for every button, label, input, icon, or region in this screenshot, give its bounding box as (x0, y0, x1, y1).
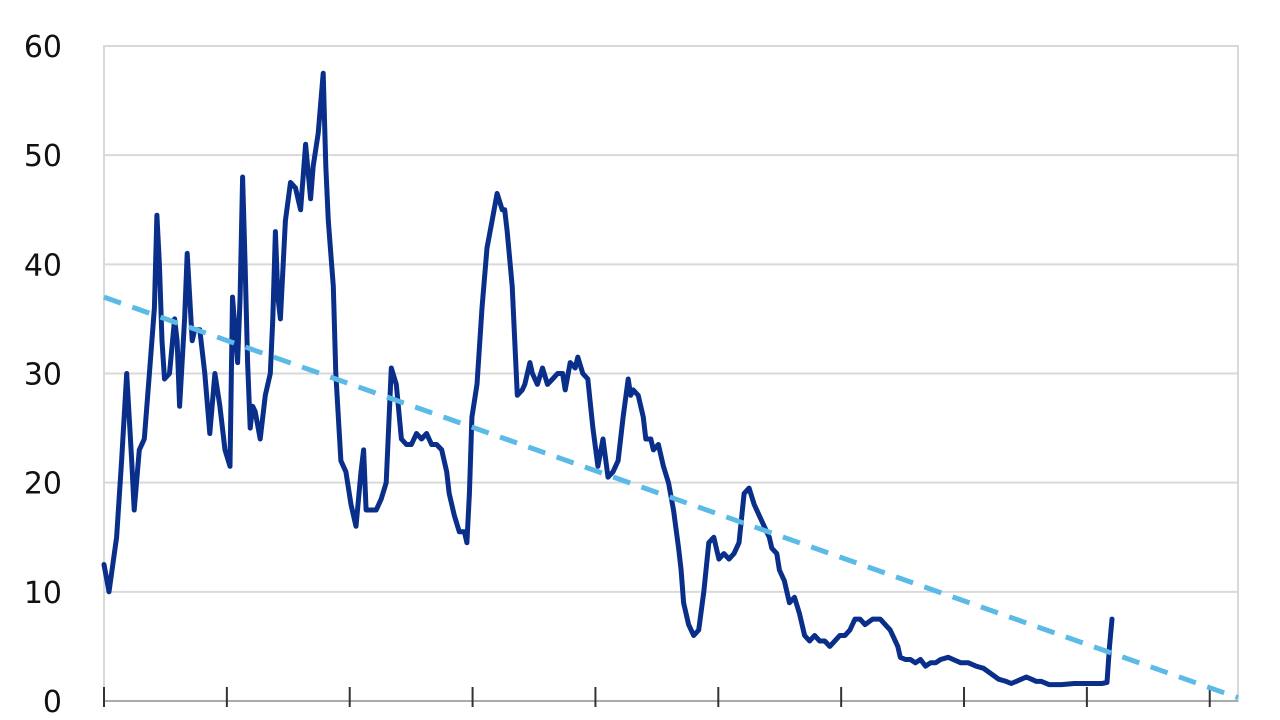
y-tick-label: 40 (24, 248, 62, 283)
y-tick-label: 30 (24, 358, 62, 393)
y-tick-label: 0 (43, 685, 62, 720)
y-tick-label: 60 (24, 30, 62, 65)
y-tick-label: 10 (24, 576, 62, 611)
y-tick-label: 20 (24, 467, 62, 502)
series-line (101, 70, 1115, 688)
y-tick-label: 50 (24, 139, 62, 174)
trend-line (103, 294, 1239, 701)
y-axis-tick-labels: 0 10 20 30 40 50 60 (24, 30, 62, 720)
x-axis-ticks (103, 687, 1211, 707)
series-layer (101, 70, 1239, 701)
